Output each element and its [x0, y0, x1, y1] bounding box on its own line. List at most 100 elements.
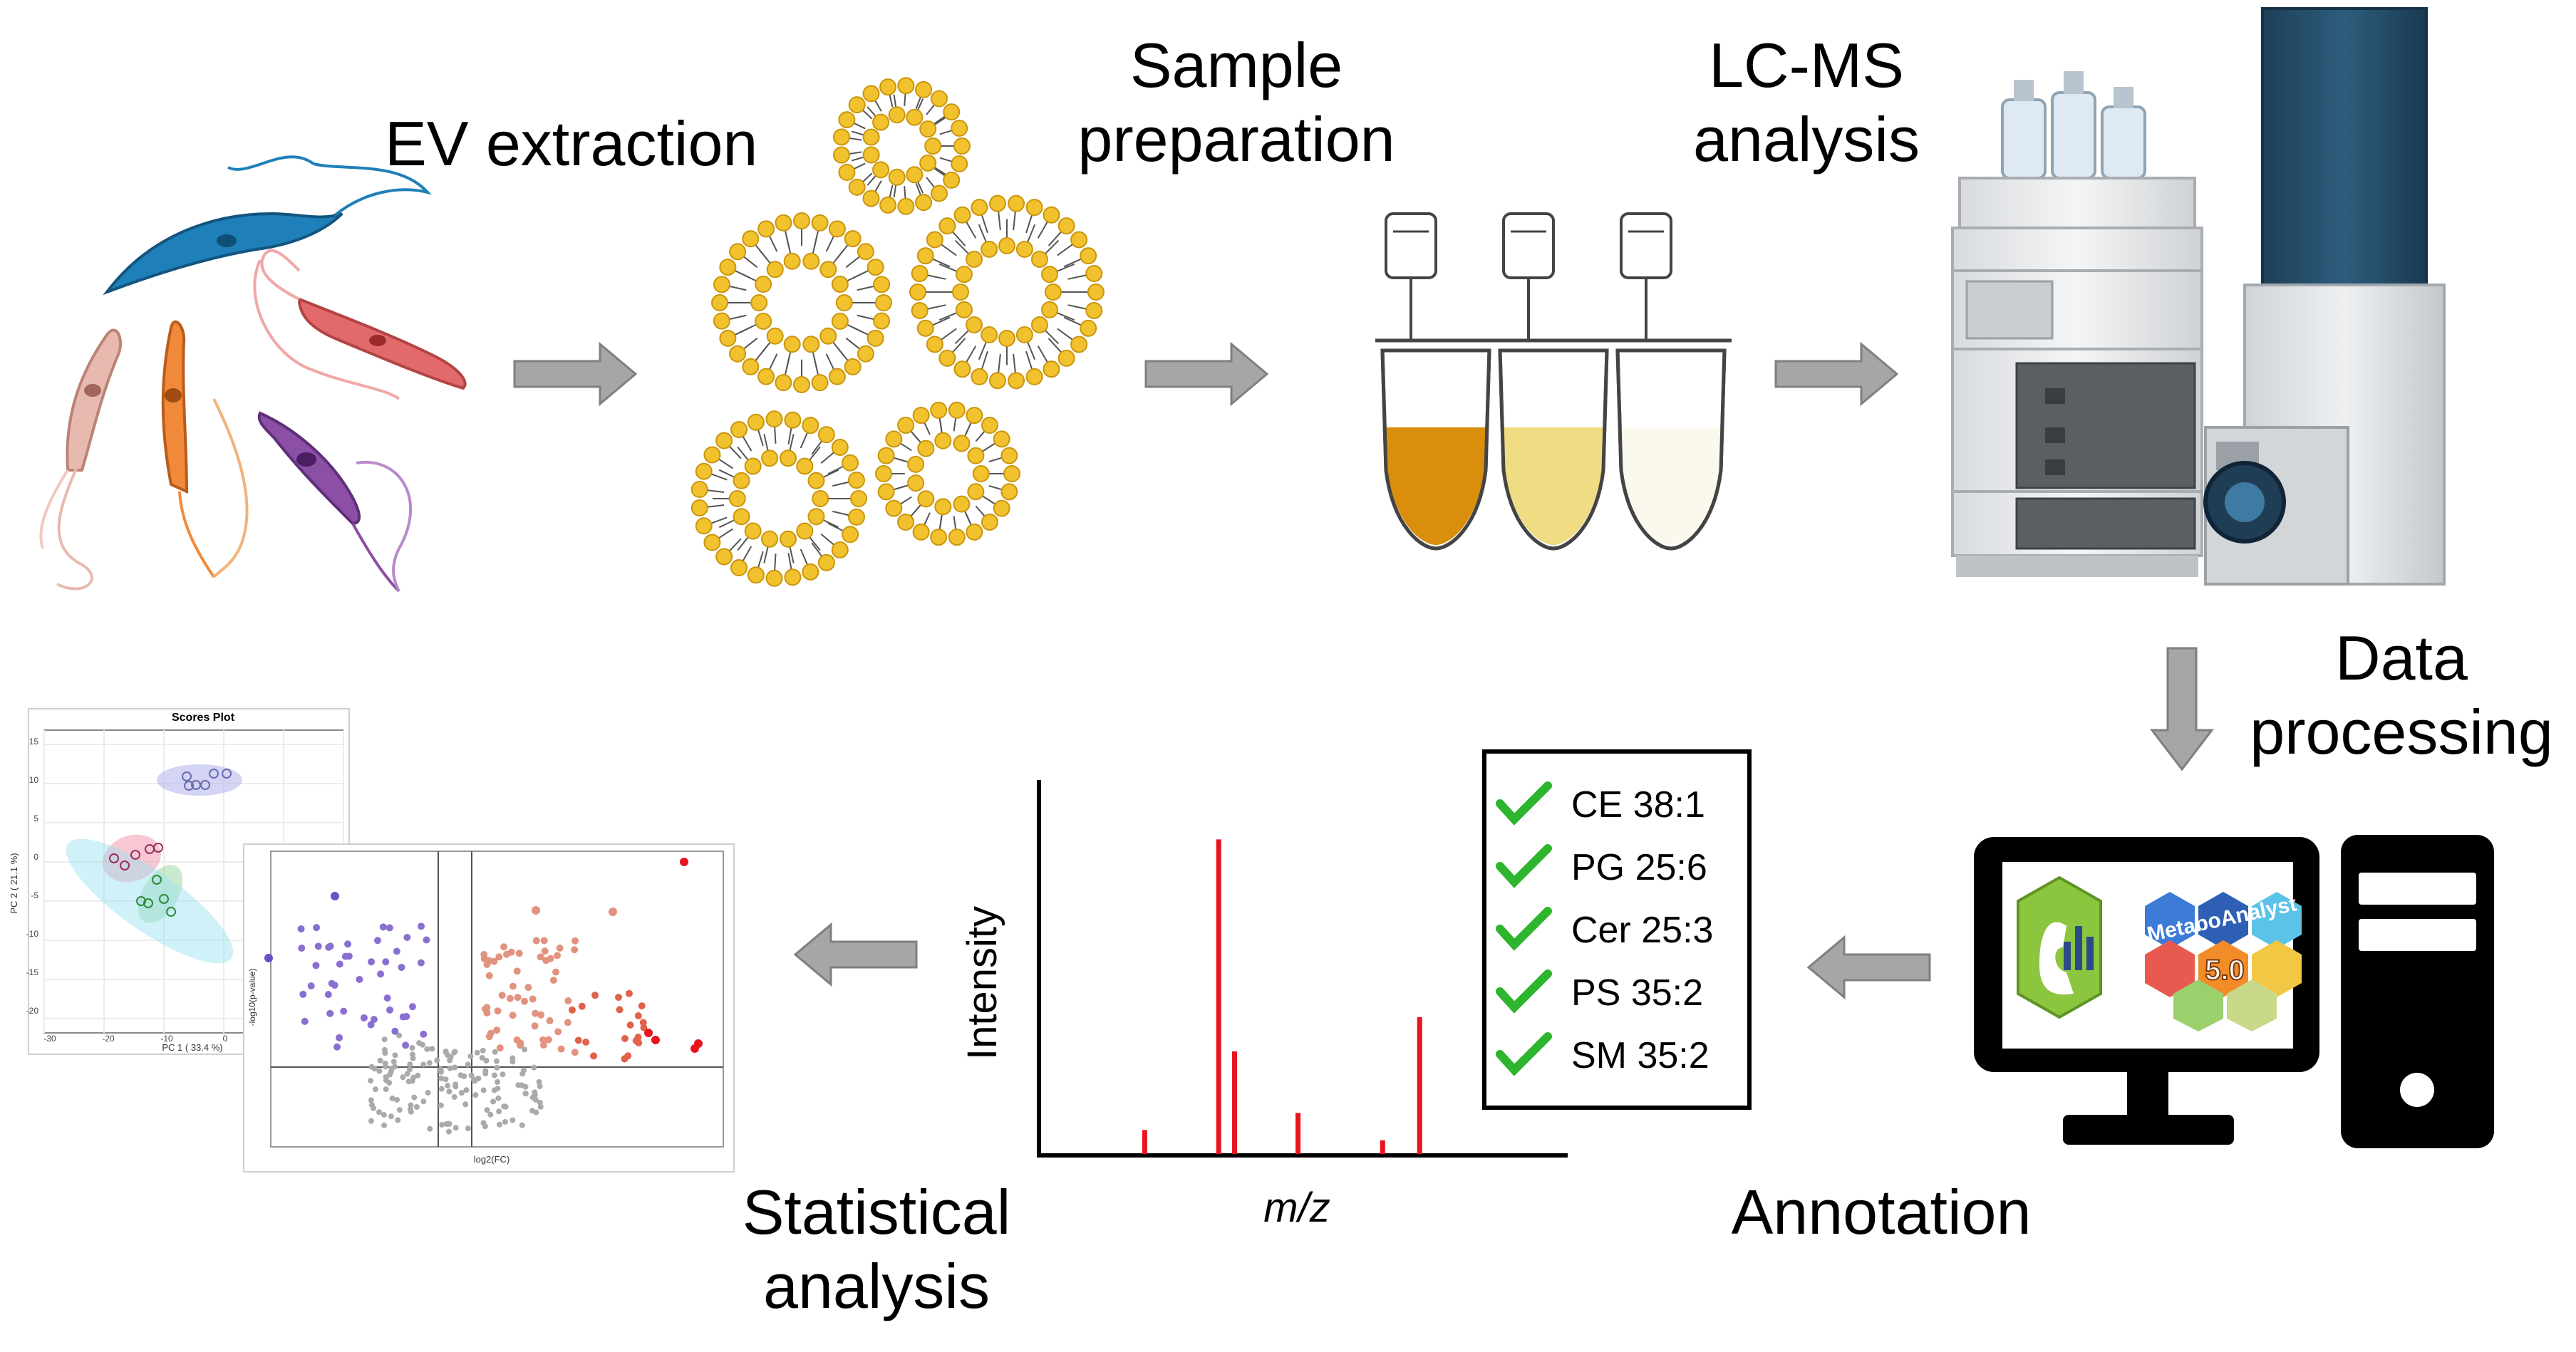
pca-x-tick: -10	[160, 1034, 173, 1044]
volcano-point	[410, 1055, 416, 1061]
scores-plot-y-label: PC 2 ( 21.1 %)	[9, 853, 19, 913]
volcano-point	[381, 1111, 387, 1118]
volcano-x-label: log2(FC)	[474, 1154, 510, 1165]
check-icon	[1496, 781, 1552, 826]
vesicle	[875, 401, 1020, 546]
annotation-label: CE 38:1	[1571, 784, 1705, 826]
pca-y-tick: -5	[31, 890, 38, 900]
volcano-point	[443, 1048, 449, 1054]
volcano-point	[517, 1041, 524, 1049]
volcano-point	[465, 1061, 471, 1068]
volcano-point	[381, 1122, 388, 1128]
volcano-point	[264, 954, 273, 962]
pca-y-tick: 5	[33, 813, 38, 823]
volcano-point	[537, 953, 544, 961]
volcano-point	[496, 1121, 502, 1128]
volcano-point	[371, 1105, 377, 1111]
mass-spectrum-chart: Intensity m/z	[959, 780, 1568, 1231]
volcano-point	[396, 1032, 403, 1039]
volcano-point	[491, 1072, 497, 1078]
volcano-point	[509, 1012, 517, 1019]
step-label-line: preparation	[1077, 104, 1395, 175]
volcano-point	[360, 1014, 368, 1021]
volcano-point	[519, 1122, 525, 1128]
step-label-line: Sample	[1129, 30, 1343, 100]
pca-x-tick: 0	[223, 1034, 228, 1044]
volcano-point	[427, 1125, 433, 1132]
volcano-point	[409, 1044, 415, 1051]
volcano-point	[389, 1096, 395, 1102]
volcano-point	[411, 1094, 418, 1101]
scores-plot-title: Scores Plot	[172, 712, 235, 724]
volcano-point	[503, 950, 511, 958]
volcano-point	[554, 1028, 562, 1036]
volcano-point	[480, 1047, 486, 1054]
volcano-point	[372, 1086, 378, 1093]
volcano-point	[495, 953, 503, 961]
volcano-point	[532, 1009, 539, 1017]
volcano-point	[299, 990, 307, 998]
volcano-point	[438, 1086, 445, 1092]
volcano-point	[405, 1078, 412, 1085]
volcano-point	[537, 1103, 544, 1110]
extracellular-vesicles	[690, 77, 1105, 587]
volcano-point	[382, 1050, 388, 1056]
parasite-orange	[161, 320, 249, 578]
volcano-point	[336, 1034, 343, 1041]
volcano-point	[382, 958, 390, 966]
volcano-point	[639, 1019, 647, 1026]
volcano-point	[312, 962, 320, 969]
pca-point	[166, 907, 176, 917]
volcano-point	[438, 1068, 445, 1075]
volcano-point	[496, 1108, 502, 1115]
volcano-point	[520, 997, 528, 1005]
volcano-point	[485, 972, 493, 979]
volcano-point	[331, 892, 339, 900]
check-icon	[1496, 907, 1552, 951]
volcano-point	[407, 1061, 413, 1068]
volcano-point	[324, 991, 332, 999]
tube-dark	[1375, 212, 1496, 551]
volcano-point	[424, 1046, 430, 1052]
volcano-point	[376, 1109, 383, 1116]
arrow-to-processing	[2149, 647, 2215, 771]
volcano-point	[624, 1052, 632, 1060]
sample-tubes	[1375, 212, 1732, 551]
pca-point	[152, 875, 162, 885]
pca-point	[159, 894, 169, 904]
volcano-point	[644, 1029, 653, 1037]
volcano-point	[651, 1036, 660, 1044]
volcano-point	[387, 1071, 393, 1078]
volcano-y-label: -log10(p-value)	[247, 969, 257, 1026]
volcano-point	[522, 1083, 529, 1090]
volcano-point	[556, 944, 564, 952]
volcano-point	[344, 940, 352, 948]
volcano-point	[446, 1128, 452, 1135]
volcano-point	[522, 1046, 528, 1053]
volcano-point	[457, 1072, 464, 1078]
volcano-point	[446, 1088, 452, 1095]
volcano-point	[483, 1057, 490, 1064]
volcano-point	[480, 950, 488, 958]
step-label-line: analysis	[1693, 104, 1920, 175]
volcano-point	[544, 1036, 552, 1044]
tube-clear	[1610, 212, 1732, 551]
pca-point	[136, 896, 146, 906]
spectrum-y-label: Intensity	[959, 906, 1005, 1060]
step-label-statistical-analysis: Statistical analysis	[727, 1175, 1026, 1324]
pca-y-tick: -15	[26, 967, 39, 977]
volcano-point	[383, 994, 391, 1002]
volcano-point	[522, 1091, 529, 1097]
volcano-point	[388, 1113, 394, 1120]
volcano-point	[571, 1049, 579, 1056]
volcano-point	[331, 982, 338, 989]
volcano-point	[368, 1078, 374, 1084]
volcano-point	[445, 1083, 451, 1089]
arrow-to-vesicles	[513, 341, 638, 407]
volcano-point	[536, 1078, 542, 1085]
annotation-label: PS 35:2	[1571, 972, 1703, 1014]
volcano-point	[495, 1086, 501, 1092]
step-label-data-processing: Data processing	[2245, 621, 2558, 769]
volcano-point	[531, 1022, 539, 1030]
